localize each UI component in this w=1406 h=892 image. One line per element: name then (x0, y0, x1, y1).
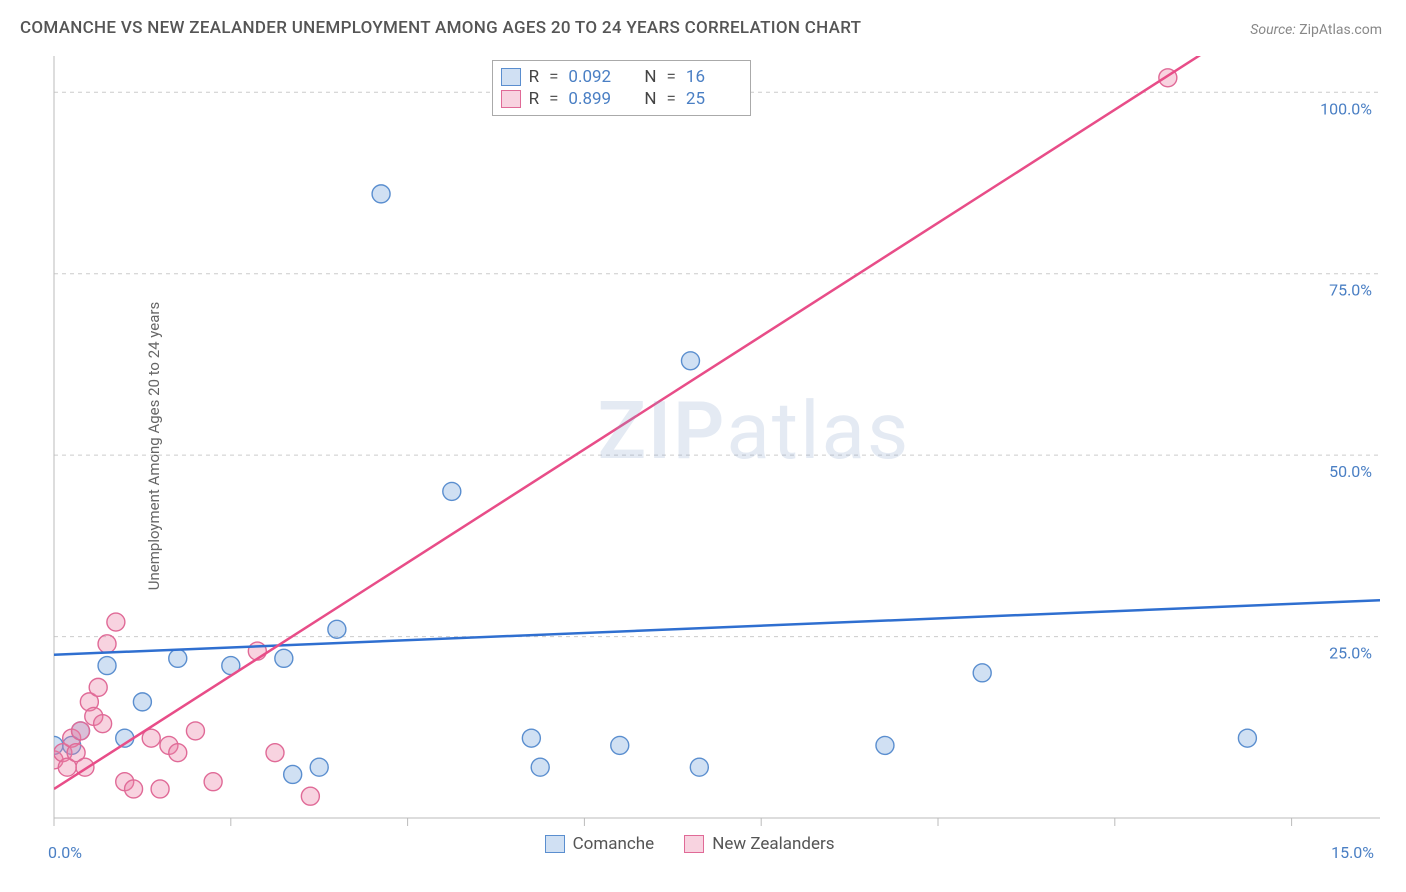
series-legend: Comanche New Zealanders (545, 834, 835, 854)
legend-swatch (684, 835, 704, 853)
data-point (876, 736, 894, 754)
data-point (94, 715, 112, 733)
legend-swatch (501, 68, 521, 86)
legend-swatch (545, 835, 565, 853)
data-point (310, 758, 328, 776)
data-point (301, 787, 319, 805)
legend-R-value: 0.092 (568, 67, 620, 87)
data-point (690, 758, 708, 776)
legend-eq: = (549, 89, 558, 109)
data-point (266, 744, 284, 762)
series-legend-item: New Zealanders (684, 834, 834, 854)
data-point (107, 613, 125, 631)
data-point (611, 736, 629, 754)
legend-N-value: 16 (686, 67, 738, 87)
x-max-label: 15.0% (1331, 843, 1374, 862)
y-tick-label: 50.0% (1329, 462, 1372, 481)
data-point (443, 482, 461, 500)
data-point (133, 693, 151, 711)
data-point (98, 657, 116, 675)
legend-swatch (501, 90, 521, 108)
data-point (522, 729, 540, 747)
data-point (284, 765, 302, 783)
legend-R-value: 0.899 (568, 89, 620, 109)
series-legend-label: Comanche (573, 834, 655, 854)
legend-R-label: R (529, 67, 539, 87)
series-legend-label: New Zealanders (712, 834, 834, 854)
data-point (125, 780, 143, 798)
data-point (204, 773, 222, 791)
stats-legend: R = 0.092 N = 16 R = 0.899 N = 25 (492, 60, 751, 116)
trend-line (54, 600, 1380, 654)
correlation-chart: 25.0% 50.0% 75.0% 100.0% 0.0% 15.0% (0, 0, 1406, 892)
y-tick-label: 100.0% (1320, 99, 1372, 118)
data-point (973, 664, 991, 682)
data-point (275, 649, 293, 667)
data-point (328, 620, 346, 638)
legend-eq: = (549, 67, 558, 87)
data-point (89, 678, 107, 696)
trend-line (54, 0, 1380, 789)
legend-N-label: N (644, 67, 656, 87)
data-point (72, 722, 90, 740)
data-point (169, 649, 187, 667)
y-tick-label: 25.0% (1329, 644, 1372, 663)
x-min-label: 0.0% (48, 843, 82, 862)
data-point (372, 185, 390, 203)
legend-N-value: 25 (686, 89, 738, 109)
data-point (531, 758, 549, 776)
y-tick-label: 75.0% (1329, 281, 1372, 300)
series-legend-item: Comanche (545, 834, 655, 854)
data-point (186, 722, 204, 740)
legend-N-label: N (644, 89, 656, 109)
stats-legend-row: R = 0.092 N = 16 (501, 66, 738, 88)
data-point (169, 744, 187, 762)
legend-R-label: R (529, 89, 539, 109)
data-point (681, 352, 699, 370)
data-point (98, 635, 116, 653)
stats-legend-row: R = 0.899 N = 25 (501, 88, 738, 110)
legend-eq: = (667, 89, 676, 109)
legend-eq: = (667, 67, 676, 87)
data-point (151, 780, 169, 798)
data-point (1238, 729, 1256, 747)
